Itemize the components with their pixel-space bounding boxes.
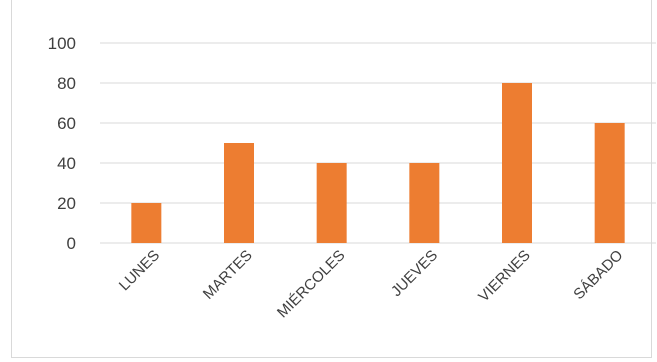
x-tick-label-martes: MARTES (200, 247, 256, 303)
bar-sábado (594, 123, 625, 243)
x-tick-label-sábado: SÁBADO (570, 247, 626, 303)
x-tick-label-jueves: JUEVES (388, 247, 441, 300)
y-tick-label: 80 (57, 74, 76, 93)
y-tick-label: 20 (57, 194, 76, 213)
y-tick-label: 60 (57, 114, 76, 133)
y-tick-label: 100 (48, 34, 76, 53)
bar-lunes (131, 203, 162, 243)
bar-martes (224, 143, 254, 243)
y-tick-label: 0 (67, 234, 76, 253)
gridlines (100, 42, 656, 244)
x-tick-label-miércoles: MIÉRCOLES (274, 247, 349, 322)
bar-jueves (409, 163, 440, 243)
bar-miércoles (316, 163, 347, 243)
y-axis-ticks: 0 20 40 60 80 100 (48, 34, 76, 253)
x-tick-label-lunes: LUNES (116, 247, 163, 294)
bar-viernes (502, 83, 532, 243)
y-tick-label: 40 (57, 154, 76, 173)
x-tick-label-viernes: VIERNES (475, 247, 534, 306)
chart-frame (11, 0, 652, 358)
bars (131, 83, 625, 243)
x-axis-ticks: LUNES MARTES MIÉRCOLES JUEVES VIERNES SÁBADO (116, 247, 627, 322)
